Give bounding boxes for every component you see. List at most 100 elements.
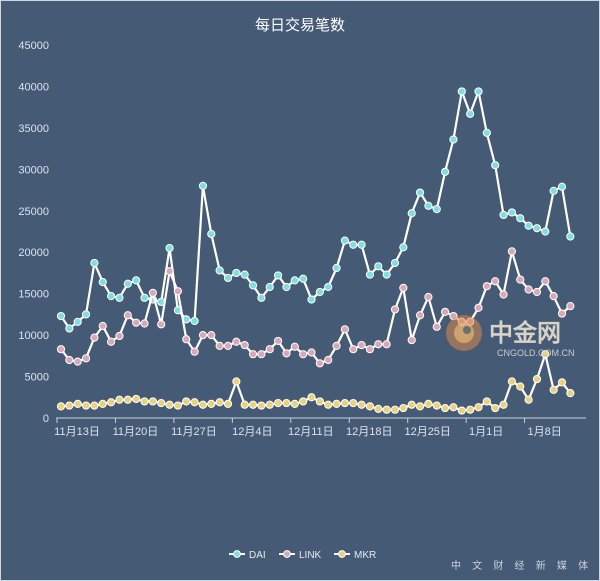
data-point-link bbox=[248, 350, 258, 359]
x-tick-label: 12月18日 bbox=[346, 426, 392, 438]
data-point-link bbox=[307, 348, 316, 357]
data-point-mkr bbox=[290, 399, 299, 409]
data-point-dai bbox=[449, 135, 458, 144]
data-point-mkr bbox=[232, 377, 241, 386]
data-point-link bbox=[324, 355, 333, 365]
data-point-dai bbox=[215, 266, 224, 275]
data-point-dai bbox=[357, 240, 366, 249]
data-point-dai bbox=[274, 271, 283, 280]
data-point-mkr bbox=[466, 405, 475, 414]
data-point-link bbox=[123, 311, 132, 320]
data-point-dai bbox=[90, 258, 99, 268]
x-axis: 11月13日 11月20日 11月27日 12月4日 12月11日 12月18日 12月25… bbox=[54, 417, 586, 438]
data-point-mkr bbox=[491, 403, 500, 413]
data-point-dai bbox=[432, 205, 441, 214]
data-point-link bbox=[357, 340, 366, 350]
data-point-dai bbox=[374, 262, 383, 271]
x-tick-label: 11月20日 bbox=[113, 426, 159, 438]
data-point-link bbox=[223, 341, 233, 350]
data-point-link bbox=[315, 359, 324, 368]
data-point-mkr bbox=[340, 398, 349, 408]
data-point-link bbox=[365, 345, 375, 354]
data-point-mkr bbox=[65, 401, 74, 410]
data-point-dai bbox=[265, 282, 274, 292]
data-point-mkr bbox=[499, 400, 508, 409]
data-point-dai bbox=[482, 128, 491, 137]
series-dai bbox=[56, 87, 575, 333]
data-point-link bbox=[390, 305, 400, 314]
data-point-dai bbox=[332, 263, 341, 273]
y-tick-label: 30000 bbox=[18, 164, 49, 176]
x-tick-label: 11月27日 bbox=[171, 426, 217, 438]
x-tick-label: 1月1日 bbox=[469, 426, 503, 438]
data-point-mkr bbox=[182, 397, 191, 406]
data-point-mkr bbox=[507, 377, 516, 386]
data-point-link bbox=[265, 345, 274, 354]
legend: DAI LINK MKR bbox=[229, 550, 376, 561]
data-point-dai bbox=[415, 188, 425, 197]
data-point-mkr bbox=[532, 374, 542, 384]
data-point-link bbox=[274, 336, 283, 346]
data-point-mkr bbox=[173, 401, 182, 410]
watermark-name: 中金网 bbox=[489, 319, 561, 347]
data-point-dai bbox=[81, 310, 91, 319]
data-point-mkr bbox=[474, 403, 483, 412]
data-point-mkr bbox=[349, 398, 358, 408]
data-point-mkr bbox=[282, 398, 291, 408]
data-point-mkr bbox=[299, 397, 308, 406]
data-point-link bbox=[382, 340, 391, 349]
data-point-mkr bbox=[357, 400, 366, 409]
data-point-dai bbox=[524, 221, 533, 230]
data-point-link bbox=[282, 349, 291, 358]
data-point-dai bbox=[207, 229, 216, 239]
data-point-link bbox=[215, 341, 224, 350]
data-point-mkr bbox=[315, 397, 324, 406]
data-point-mkr bbox=[432, 401, 441, 410]
data-point-dai bbox=[98, 277, 107, 287]
data-point-mkr bbox=[148, 397, 157, 406]
data-point-link bbox=[207, 331, 216, 340]
data-point-link bbox=[332, 341, 341, 350]
data-point-dai bbox=[507, 208, 516, 217]
data-point-link bbox=[290, 342, 299, 351]
data-point-dai bbox=[165, 243, 174, 253]
data-point-mkr bbox=[541, 350, 550, 359]
data-point-dai bbox=[240, 270, 249, 279]
data-point-link bbox=[182, 335, 191, 344]
data-point-mkr bbox=[223, 399, 233, 409]
data-point-dai bbox=[140, 293, 149, 302]
data-point-mkr bbox=[365, 402, 375, 411]
x-tick-label: 12月4日 bbox=[232, 426, 272, 438]
y-tick-label: 15000 bbox=[18, 289, 49, 301]
legend-label: DAI bbox=[249, 550, 266, 561]
data-point-mkr bbox=[390, 405, 400, 414]
data-point-link bbox=[399, 283, 408, 292]
data-point-mkr bbox=[240, 400, 249, 409]
data-point-mkr bbox=[374, 404, 383, 413]
data-point-dai bbox=[491, 161, 500, 170]
legend-item-dai: DAI bbox=[229, 550, 266, 561]
data-point-link bbox=[65, 355, 74, 365]
data-point-dai bbox=[299, 274, 308, 283]
data-point-mkr bbox=[98, 399, 107, 409]
data-point-link bbox=[190, 347, 199, 356]
data-point-dai bbox=[307, 295, 316, 304]
data-point-link bbox=[415, 311, 425, 320]
data-point-link bbox=[441, 307, 450, 317]
data-point-mkr bbox=[274, 398, 283, 408]
watermark-tagline: 中 文 财 经 新 媒 体 bbox=[451, 559, 592, 572]
data-point-dai bbox=[349, 240, 358, 249]
data-point-link bbox=[132, 318, 141, 327]
data-point-link bbox=[566, 302, 575, 311]
x-tick-label: 12月25日 bbox=[404, 426, 450, 438]
data-point-dai bbox=[365, 270, 375, 279]
data-point-link bbox=[148, 288, 157, 297]
data-point-mkr bbox=[399, 403, 408, 413]
data-point-mkr bbox=[524, 395, 533, 404]
legend-marker-icon bbox=[338, 550, 346, 558]
data-point-mkr bbox=[207, 399, 216, 409]
data-point-mkr bbox=[56, 402, 66, 411]
data-point-dai bbox=[290, 276, 299, 285]
y-tick-label: 20000 bbox=[18, 247, 49, 259]
data-point-mkr bbox=[549, 385, 558, 394]
